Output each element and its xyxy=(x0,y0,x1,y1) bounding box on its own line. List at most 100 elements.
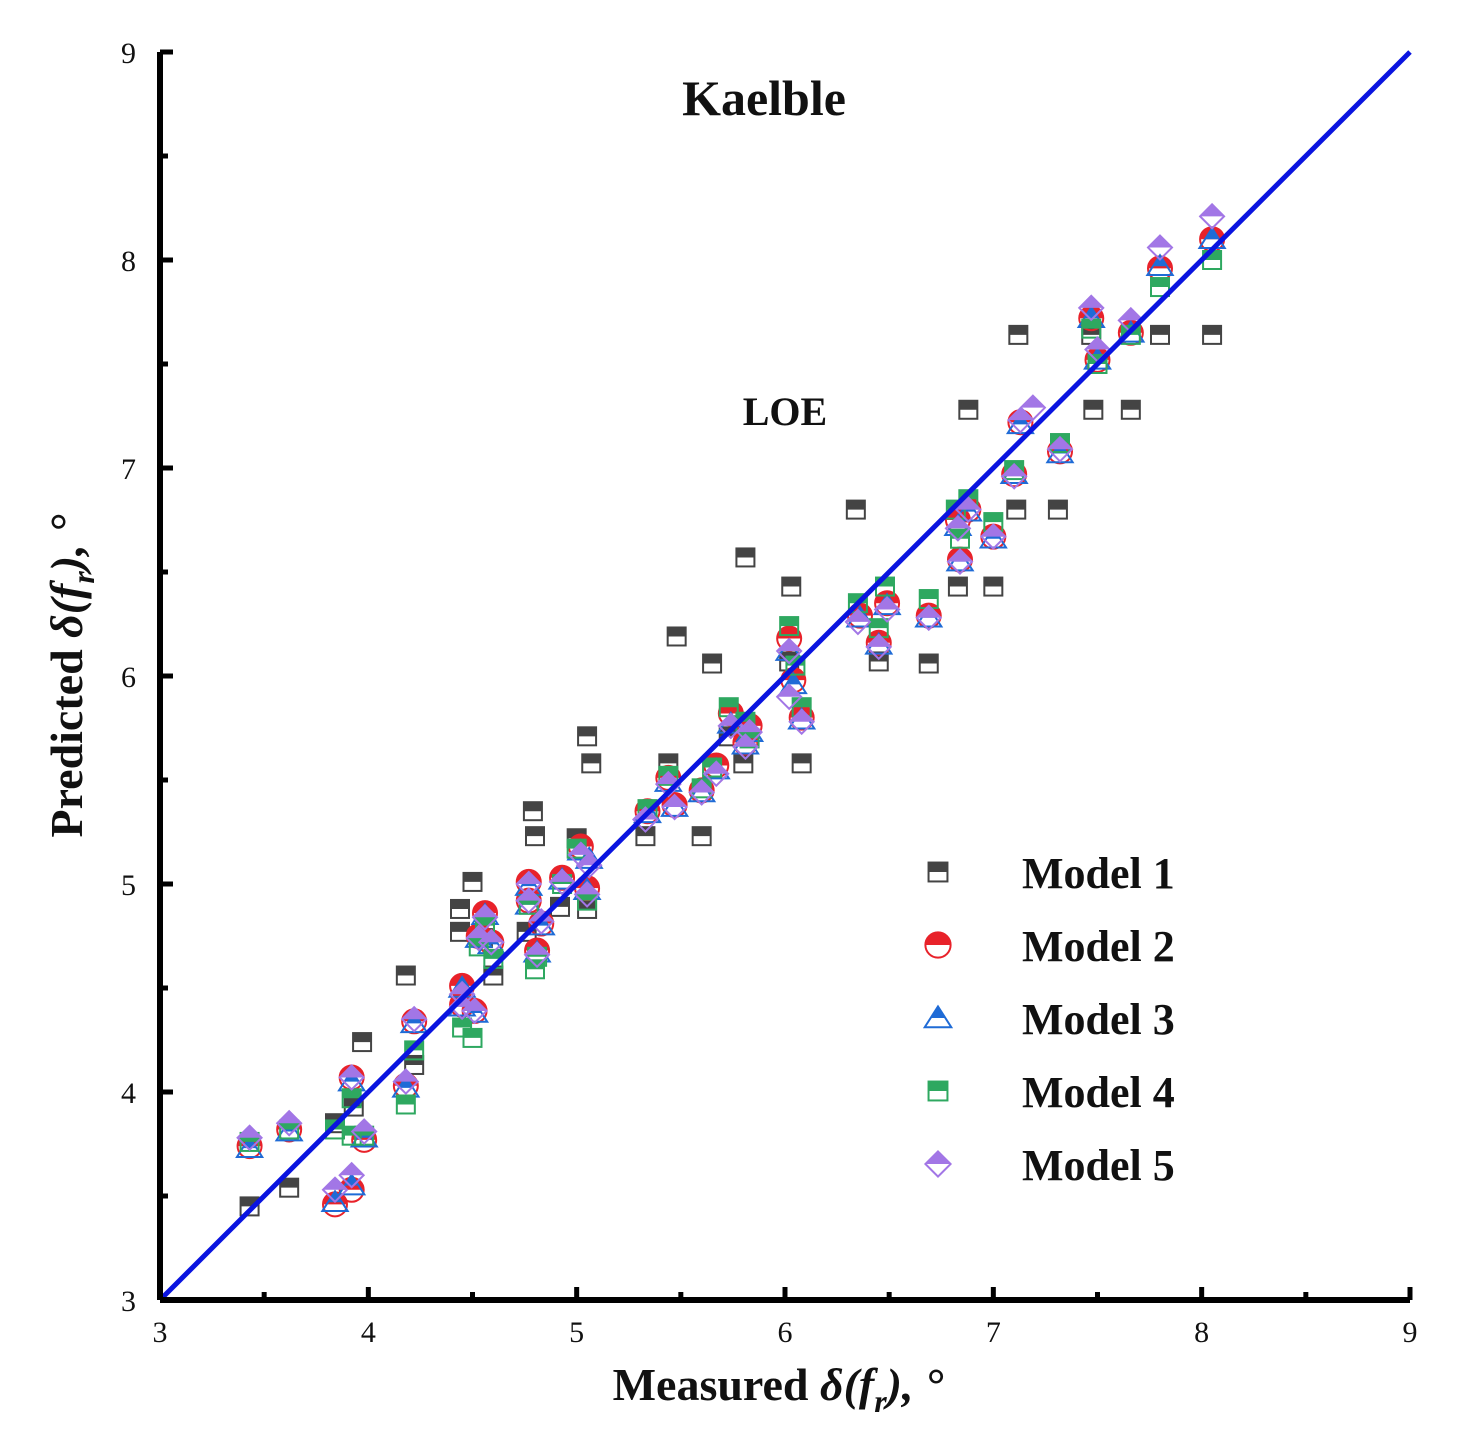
model-1-point-40 xyxy=(1083,399,1104,420)
model-5-point-36 xyxy=(915,604,943,632)
model-4-point-39 xyxy=(1081,318,1102,339)
model-5-point-17 xyxy=(527,908,555,935)
model-5-point-25 xyxy=(688,779,716,806)
model-1-point-35 xyxy=(958,399,979,420)
y-tick-label: 8 xyxy=(121,245,136,278)
x-tick-label: 9 xyxy=(1403,1316,1418,1349)
model-5-point-48 xyxy=(1146,234,1174,261)
model-1-point-39 xyxy=(1047,499,1068,520)
legend-marker-model-4 xyxy=(927,1080,949,1102)
model-1-point-42 xyxy=(1120,399,1141,420)
model-5-point-40 xyxy=(979,523,1007,551)
model-5-point-10 xyxy=(461,997,488,1025)
y-axis-label: Predicted δ(fr), ° xyxy=(41,514,101,838)
model-5-point-30 xyxy=(775,637,803,665)
model-5-point-5 xyxy=(350,1118,378,1145)
model-5-point-19 xyxy=(567,841,595,869)
model-1-point-9 xyxy=(462,871,483,892)
model-5-point-6 xyxy=(392,1068,420,1096)
model-1-point-17 xyxy=(577,726,598,747)
model-5-point-31 xyxy=(775,683,803,711)
y-axis-label-prefix: Predicted xyxy=(41,638,92,838)
model-5-point-3 xyxy=(338,1161,366,1189)
model-5-point-12 xyxy=(471,903,499,931)
model-1-point-18 xyxy=(581,753,602,774)
model-5-point-2 xyxy=(321,1176,349,1204)
model-5-point-43 xyxy=(1019,394,1047,422)
series-layer xyxy=(235,202,1227,1218)
model-1-point-13 xyxy=(522,801,543,822)
reference-line-layer xyxy=(158,50,1412,1302)
model-1-point-1 xyxy=(279,1177,300,1198)
model-1-point-37 xyxy=(1006,499,1027,520)
model-5-point-21 xyxy=(573,880,601,908)
legend-item-model-4: Model 4 xyxy=(927,1068,1175,1117)
model-4-point-40 xyxy=(1087,354,1108,374)
model-5-point-39 xyxy=(954,496,982,524)
model-5-point-29 xyxy=(736,718,763,746)
model-1-point-5 xyxy=(395,965,416,986)
model-5-point-13 xyxy=(477,928,505,956)
model-5-point-1 xyxy=(275,1109,303,1137)
x-tick-label: 6 xyxy=(778,1316,793,1349)
model-1-point-27 xyxy=(735,547,756,568)
model-1-point-34 xyxy=(947,576,968,597)
legend: Model 1 Model 2 Model 3 Model 4 Model 5 xyxy=(922,849,1175,1190)
model-5-point-33 xyxy=(844,608,872,636)
model-5-point-16 xyxy=(523,941,551,969)
x-tick-label: 4 xyxy=(361,1316,376,1349)
legend-marker-model-5 xyxy=(923,1149,953,1179)
model-1-point-12 xyxy=(516,921,537,942)
y-tick-label: 6 xyxy=(121,661,136,694)
model-1-point-22 xyxy=(666,626,687,647)
model-5-point-41 xyxy=(1000,462,1028,490)
model-1-point-23 xyxy=(691,826,712,847)
x-axis-label-symbol: δ(f xyxy=(820,1359,879,1410)
legend-item-model-3: Model 3 xyxy=(922,995,1175,1044)
model-4-point-34 xyxy=(950,528,970,549)
model-5-point-38 xyxy=(946,548,974,576)
x-axis-label: Measured δ(fr), ° xyxy=(613,1359,944,1419)
model-1-point-36 xyxy=(983,576,1004,597)
loe-annotation: LOE xyxy=(743,389,827,434)
model-1-point-14 xyxy=(525,826,545,847)
model-1-point-7 xyxy=(450,898,470,919)
legend-item-model-1: Model 1 xyxy=(927,849,1175,898)
y-axis-label-sub: r xyxy=(65,571,101,584)
y-tick-label: 3 xyxy=(121,1285,136,1318)
legend-marker-model-2 xyxy=(924,931,952,959)
model-5-point-23 xyxy=(654,770,682,798)
model-4-point-23 xyxy=(718,697,739,718)
model-5-point-49 xyxy=(1198,202,1226,230)
model-1-point-31 xyxy=(845,499,866,520)
y-tick-label: 4 xyxy=(121,1077,136,1110)
model-5-point-44 xyxy=(1046,435,1074,463)
model-4-point-6 xyxy=(395,1094,416,1115)
model-1-point-24 xyxy=(702,653,723,674)
x-tick-label: 7 xyxy=(986,1316,1001,1349)
model-5-point-35 xyxy=(873,596,901,623)
model-5-point-7 xyxy=(400,1005,428,1033)
model-1-point-44 xyxy=(1202,324,1223,345)
legend-item-model-5: Model 5 xyxy=(923,1141,1175,1190)
model-1-point-30 xyxy=(791,753,812,774)
model-1-point-38 xyxy=(1008,324,1029,345)
model-4-point-26 xyxy=(779,616,800,637)
model-5-point-42 xyxy=(1007,406,1034,434)
x-tick-label: 8 xyxy=(1194,1316,1209,1349)
legend-marker-model-1 xyxy=(927,861,949,883)
model-5-point-24 xyxy=(661,793,688,821)
legend-marker-model-3 xyxy=(922,1004,954,1029)
model-5-point-0 xyxy=(236,1124,263,1152)
y-tick-label: 7 xyxy=(121,453,136,486)
legend-label: Model 5 xyxy=(1022,1141,1175,1190)
x-tick-label: 3 xyxy=(153,1316,168,1349)
model-5-point-45 xyxy=(1077,294,1105,322)
legend-label: Model 1 xyxy=(1022,849,1175,898)
model-1-point-4 xyxy=(352,1032,373,1053)
model-5-point-4 xyxy=(338,1064,366,1091)
model-5-point-37 xyxy=(944,514,972,542)
legend-label: Model 3 xyxy=(1022,995,1175,1044)
model-1-point-0 xyxy=(239,1196,260,1217)
